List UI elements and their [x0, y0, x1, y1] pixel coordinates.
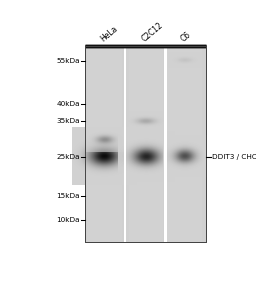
Text: 10kDa: 10kDa — [57, 217, 80, 223]
Bar — [164, 46, 167, 243]
Bar — [84, 46, 206, 243]
Text: 55kDa: 55kDa — [57, 58, 80, 64]
Text: 35kDa: 35kDa — [57, 118, 80, 124]
Bar — [167, 46, 202, 243]
Text: 25kDa: 25kDa — [57, 154, 80, 160]
Bar — [87, 46, 122, 243]
Text: 15kDa: 15kDa — [57, 193, 80, 199]
Bar — [84, 46, 206, 243]
Text: HeLa: HeLa — [99, 24, 119, 44]
Text: C2C12: C2C12 — [140, 21, 165, 44]
Bar — [129, 46, 163, 243]
Bar — [83, 45, 207, 244]
Text: DDIT3 / CHOP: DDIT3 / CHOP — [212, 154, 256, 160]
Bar — [124, 46, 126, 243]
Bar — [164, 46, 167, 243]
Bar — [124, 46, 126, 243]
Text: 40kDa: 40kDa — [57, 101, 80, 107]
Text: C6: C6 — [179, 30, 193, 44]
Bar — [124, 46, 126, 243]
Bar — [164, 46, 167, 243]
